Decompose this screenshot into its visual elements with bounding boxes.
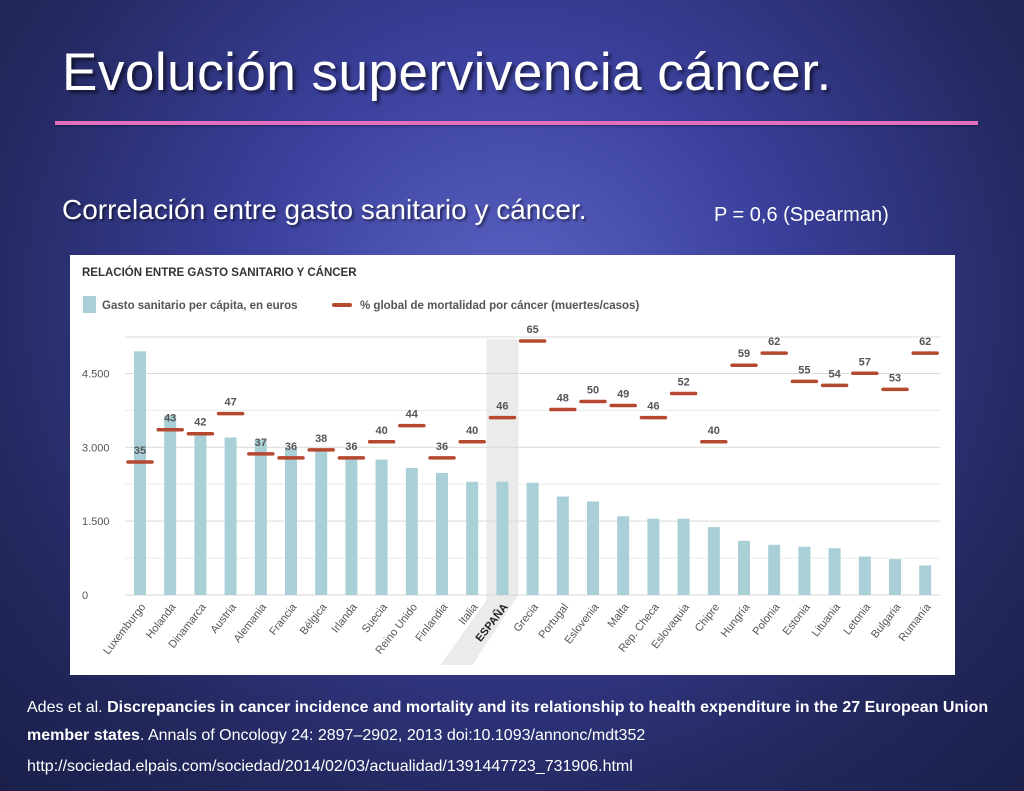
x-tick-label-21: Polonia <box>751 601 784 638</box>
x-tick-label-13: Grecia <box>512 601 542 635</box>
bar-11 <box>466 481 479 595</box>
x-tick-label-10: Finlandia <box>413 601 450 644</box>
source-url[interactable]: http://sociedad.elpais.com/sociedad/2014… <box>27 758 633 775</box>
bar-19 <box>707 527 720 595</box>
y-tick-label-4500: 4.500 <box>82 368 110 380</box>
y-tick-label-0: 0 <box>82 590 88 602</box>
bar-16 <box>617 516 630 595</box>
spearman-stat: P = 0,6 (Spearman) <box>714 204 889 226</box>
bar-5 <box>285 448 297 595</box>
bar-22 <box>798 546 811 595</box>
mortality-label-6: 38 <box>315 433 327 445</box>
bar-0 <box>134 351 146 595</box>
bar-8 <box>375 459 388 595</box>
citation-authors: Ades et al. <box>27 699 103 716</box>
mortality-label-16: 49 <box>617 389 629 401</box>
mortality-label-24: 57 <box>859 356 871 368</box>
title-divider <box>55 121 978 125</box>
mortality-label-4: 37 <box>255 437 267 449</box>
legend-marker-label: % global de mortalidad por cáncer (muert… <box>360 300 639 312</box>
x-tick-label-19: Chipre <box>693 601 722 634</box>
bar-15 <box>587 501 599 595</box>
mortality-label-12: 46 <box>496 401 508 413</box>
mortality-label-3: 47 <box>224 397 236 409</box>
mortality-label-0: 35 <box>134 445 146 457</box>
bar-26 <box>919 565 932 595</box>
mortality-label-10: 36 <box>436 441 448 453</box>
mortality-label-20: 59 <box>738 348 750 360</box>
x-tick-label-5: Francia <box>267 601 300 638</box>
x-tick-label-16: Malta <box>606 601 633 630</box>
slide-title: Evolución supervivencia cáncer. <box>62 43 832 102</box>
bar-18 <box>677 518 690 595</box>
mortality-label-7: 36 <box>345 441 357 453</box>
bar-20 <box>738 540 750 595</box>
bar-14 <box>556 496 569 595</box>
mortality-label-15: 50 <box>587 385 599 397</box>
chart-title: RELACIÓN ENTRE GASTO SANITARIO Y CÁNCER <box>82 266 357 279</box>
expenditure-mortality-chart: RELACIÓN ENTRE GASTO SANITARIO Y CÁNCER G… <box>82 266 940 665</box>
bar-3 <box>224 437 237 595</box>
bar-10 <box>436 472 448 595</box>
x-tick-label-26: Rumanía <box>897 601 934 644</box>
x-tick-label-4: Alemania <box>231 601 269 645</box>
slide-subtitle: Correlación entre gasto sanitario y cánc… <box>62 194 587 225</box>
citation-journal: . Annals of Oncology 24: 2897–2902, 2013… <box>139 727 646 744</box>
bar-24 <box>858 556 871 595</box>
legend-bar-label: Gasto sanitario per cápita, en euros <box>102 300 298 312</box>
y-tick-label-3000: 3.000 <box>82 442 110 454</box>
x-tick-label-22: Estonia <box>781 601 814 638</box>
citation: Ades et al. Discrepancies in cancer inci… <box>27 694 1002 750</box>
citation-article-title: Discrepancies in cancer incidence and mo… <box>27 699 989 744</box>
x-tick-label-3: Austria <box>208 601 239 636</box>
mortality-label-2: 42 <box>194 417 206 429</box>
chart-panel: RELACIÓN ENTRE GASTO SANITARIO Y CÁNCER G… <box>70 255 955 675</box>
bar-7 <box>345 458 358 595</box>
mortality-label-14: 48 <box>557 393 569 405</box>
bar-23 <box>828 548 841 595</box>
x-tick-label-0: Luxemburgo <box>101 601 148 657</box>
bar-4 <box>254 439 267 595</box>
mortality-label-11: 40 <box>466 425 478 437</box>
bar-21 <box>768 544 781 595</box>
bar-2 <box>194 435 207 595</box>
mortality-label-25: 53 <box>889 372 901 384</box>
x-tick-label-23: Lituania <box>810 601 844 639</box>
x-tick-label-7: Irlanda <box>330 601 361 636</box>
mortality-label-23: 54 <box>828 368 841 380</box>
mortality-label-18: 52 <box>677 376 689 388</box>
bar-13 <box>526 482 539 595</box>
mortality-label-1: 43 <box>164 413 176 425</box>
mortality-label-19: 40 <box>708 425 720 437</box>
x-tick-label-20: Hungría <box>719 601 753 640</box>
legend-bar-swatch <box>83 296 96 313</box>
bar-25 <box>889 559 901 595</box>
mortality-label-21: 62 <box>768 336 780 348</box>
mortality-label-8: 40 <box>375 425 387 437</box>
bar-17 <box>647 518 660 595</box>
legend-marker-swatch <box>332 303 352 307</box>
bar-6 <box>315 449 328 595</box>
mortality-label-22: 55 <box>798 364 810 376</box>
mortality-label-26: 62 <box>919 336 931 348</box>
bar-12 <box>496 481 509 595</box>
mortality-label-13: 65 <box>526 324 538 336</box>
mortality-label-9: 44 <box>406 409 419 421</box>
bar-1 <box>164 415 177 595</box>
x-tick-label-24: Letonia <box>841 601 873 638</box>
mortality-label-5: 36 <box>285 441 297 453</box>
bar-9 <box>405 467 418 595</box>
y-tick-label-1500: 1.500 <box>82 516 110 528</box>
x-tick-label-6: Bélgica <box>298 601 330 638</box>
mortality-label-17: 46 <box>647 401 659 413</box>
x-tick-label-8: Suecia <box>360 601 391 636</box>
